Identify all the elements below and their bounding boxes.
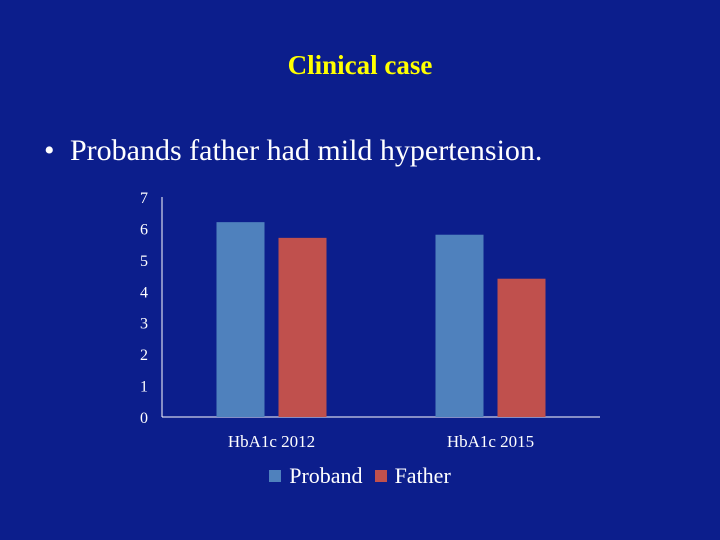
x-tick-label: HbA1c 2012 [228,432,315,451]
legend-item-father: Father [374,463,451,489]
bar-proband-2 [435,234,484,417]
bullet-text: • Probands father had mild hypertension. [44,134,542,168]
legend-swatch [374,470,387,482]
bar-proband-1 [216,222,265,417]
slide-title: Clinical case [287,50,433,80]
y-tick-label: 1 [140,379,148,396]
y-tick-label: 5 [140,253,148,270]
y-tick-label: 6 [140,221,148,238]
legend-label: Proband [289,463,363,488]
bullet-marker: • [44,134,55,167]
y-tick-label: 2 [140,347,148,364]
legend-swatch [269,470,282,482]
legend-label: Father [394,463,451,488]
y-tick-label: 3 [140,316,148,333]
bar-father-1 [278,237,327,417]
bar-father-2 [497,278,546,417]
chart-legend: Proband Father [0,463,720,489]
legend-item-proband: Proband [269,463,363,489]
x-tick-label: HbA1c 2015 [447,432,534,451]
y-tick-label: 0 [140,410,148,427]
y-tick-label: 7 [140,190,148,207]
bullet-label: Probands father had mild hypertension. [70,134,543,167]
y-tick-label: 4 [140,284,148,301]
